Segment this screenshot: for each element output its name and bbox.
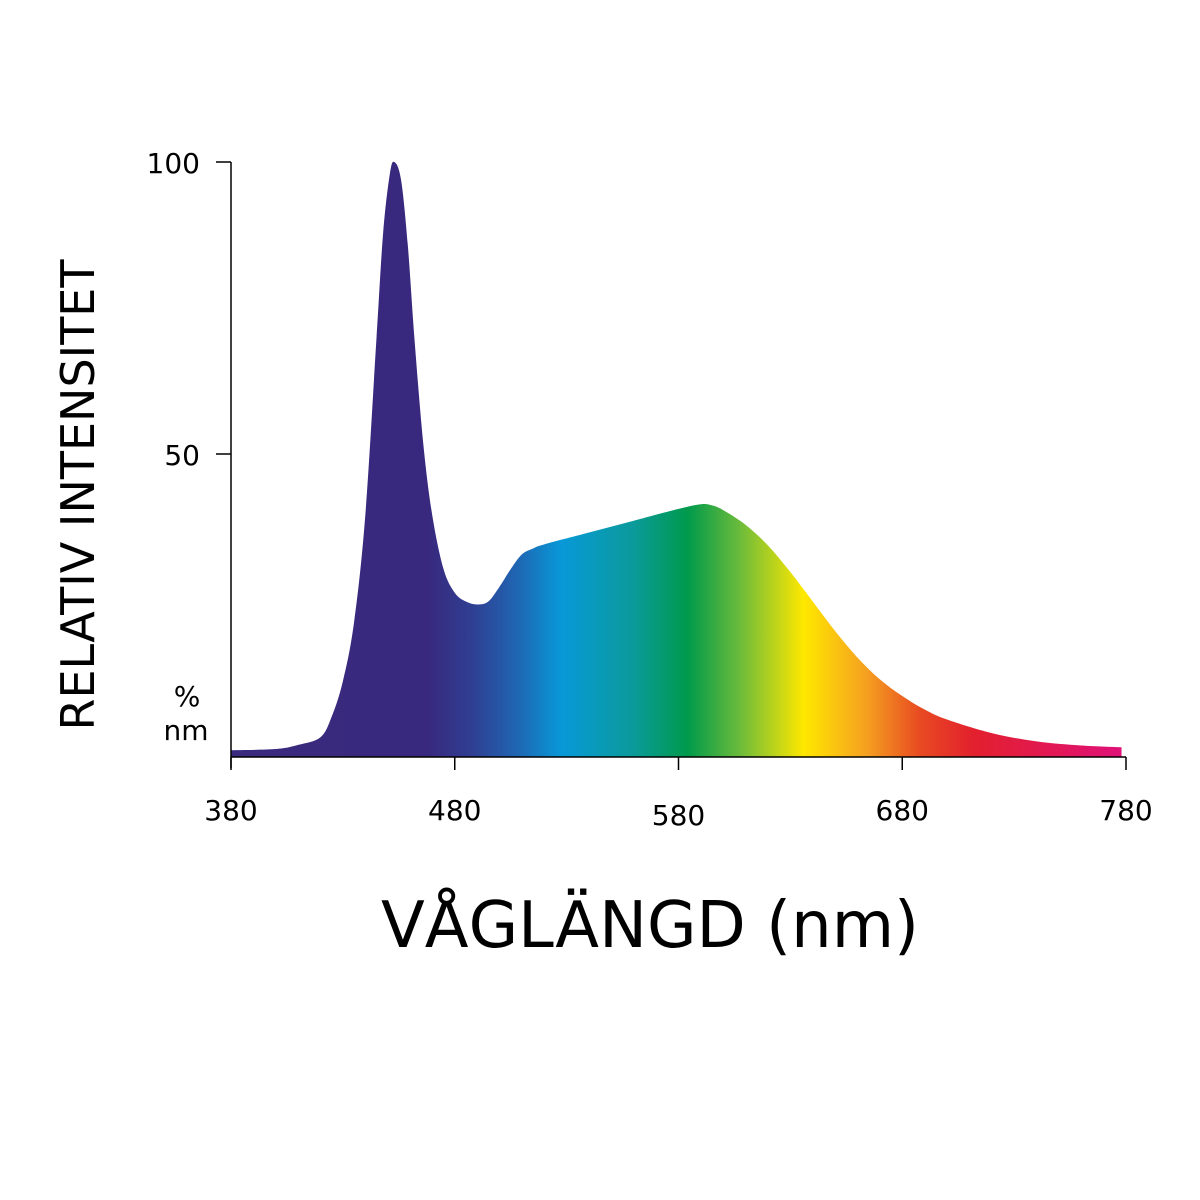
- spectrum-area: [231, 161, 1122, 758]
- y-tick-label: 50: [164, 439, 200, 472]
- y-unit-percent: %: [174, 680, 201, 713]
- x-tick-label: 680: [876, 794, 929, 827]
- x-tick-label: 580: [652, 799, 705, 832]
- x-tick-label: 780: [1099, 794, 1152, 827]
- x-axis-label: VÅGLÄNGD (nm): [381, 887, 919, 963]
- x-tick-label: 380: [204, 794, 257, 827]
- y-unit-nm: nm: [163, 714, 208, 747]
- y-axis-label: RELATIV INTENSITET: [51, 259, 105, 731]
- x-tick-label: 480: [428, 794, 481, 827]
- y-tick-label: 100: [147, 147, 200, 180]
